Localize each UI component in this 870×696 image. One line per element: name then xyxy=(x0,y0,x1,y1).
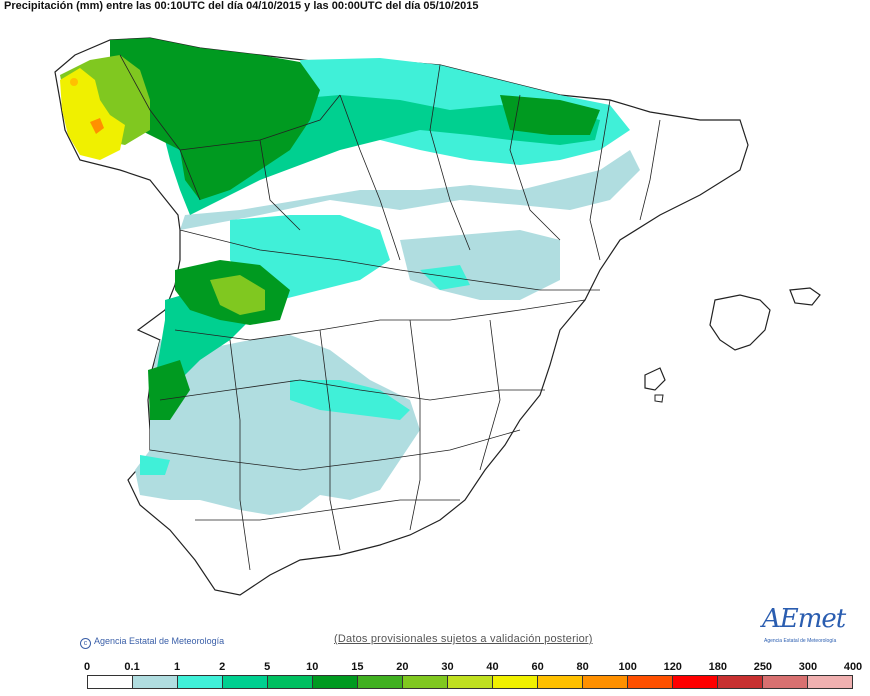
aemet-logo-subtitle: Agencia Estatal de Meteorología xyxy=(764,638,837,644)
legend-swatch xyxy=(313,676,358,688)
legend-label: 0.1 xyxy=(124,661,140,673)
legend-swatch xyxy=(88,676,133,688)
legend-swatch xyxy=(268,676,313,688)
legend-label: 250 xyxy=(753,661,773,673)
legend-swatch xyxy=(403,676,448,688)
rain-area-light xyxy=(135,335,420,515)
map-title: Precipitación (mm) entre las 00:10UTC de… xyxy=(4,0,479,12)
copyright-notice: c Agencia Estatal de Meteorología xyxy=(80,636,224,649)
rain-area-teal xyxy=(150,290,250,420)
legend-label: 10 xyxy=(306,661,319,673)
legend-label: 20 xyxy=(396,661,409,673)
legend-swatch xyxy=(673,676,718,688)
rain-area-lightgreen xyxy=(210,275,265,315)
legend-swatch xyxy=(493,676,538,688)
legend-swatch xyxy=(448,676,493,688)
ibiza xyxy=(644,367,666,391)
copyright-text: Agencia Estatal de Meteorología xyxy=(94,636,225,646)
legend-label: 1 xyxy=(174,661,181,673)
legend-labels: 0 0.1 1 2 5 10 15 20 30 40 60 80 100 120 180 250 300 400 xyxy=(0,661,870,675)
rain-area-cyan xyxy=(420,265,470,290)
legend-swatch xyxy=(358,676,403,688)
aemet-logo: AEmet Agencia Estatal de Meteorología xyxy=(760,604,850,648)
disclaimer: (Datos provisionales sujetos a validació… xyxy=(334,633,593,645)
legend-swatch xyxy=(808,676,852,688)
legend-swatch xyxy=(718,676,763,688)
legend-label: 5 xyxy=(264,661,271,673)
legend-label: 80 xyxy=(576,661,589,673)
legend-swatch xyxy=(538,676,583,688)
formentera xyxy=(654,394,664,403)
legend-label: 100 xyxy=(618,661,637,673)
legend-label: 2 xyxy=(219,661,226,673)
legend-label: 300 xyxy=(798,661,818,673)
legend-swatch xyxy=(223,676,268,688)
mallorca xyxy=(709,294,771,351)
legend-swatch xyxy=(763,676,808,688)
legend-swatch xyxy=(133,676,178,688)
legend-swatch xyxy=(628,676,673,688)
rain-area-yellow xyxy=(60,68,125,160)
legend-label: 60 xyxy=(531,661,544,673)
rain-area-orange xyxy=(90,118,104,134)
rain-area-green xyxy=(110,38,320,200)
legend-swatch xyxy=(583,676,628,688)
menorca xyxy=(789,287,821,306)
legend-label: 30 xyxy=(441,661,454,673)
legend-bar xyxy=(87,675,853,689)
legend-label: 120 xyxy=(663,661,682,673)
rain-area-cyan xyxy=(140,455,170,475)
province-borders xyxy=(119,54,661,571)
copyright-icon: c xyxy=(80,638,91,649)
legend-label: 0 xyxy=(83,661,91,673)
rain-area-light xyxy=(180,150,640,230)
legend-label: 40 xyxy=(486,661,499,673)
rain-area-green xyxy=(148,360,190,420)
rain-spot-orange xyxy=(70,78,78,86)
legend-label: 400 xyxy=(843,661,863,673)
rain-area-cyan xyxy=(290,380,410,420)
precipitation-map xyxy=(54,37,821,596)
rain-area-green xyxy=(500,95,600,135)
legend-label: 180 xyxy=(708,661,727,673)
aemet-logo-text: AEmet xyxy=(762,604,846,634)
legend-swatch xyxy=(178,676,223,688)
legend-label: 15 xyxy=(351,661,364,673)
